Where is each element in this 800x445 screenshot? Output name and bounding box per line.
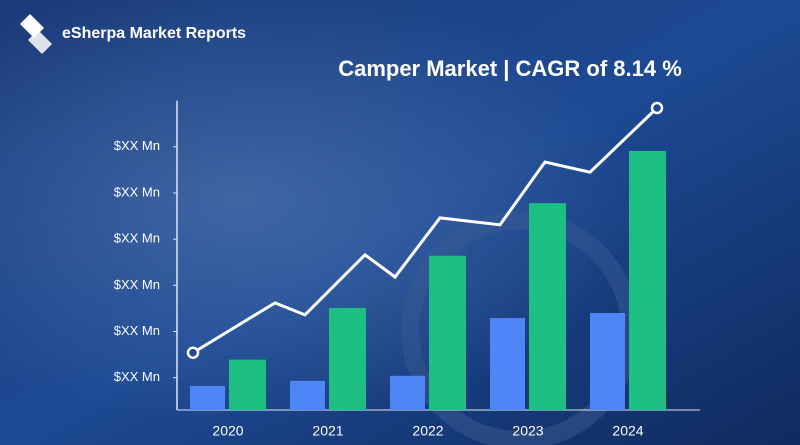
bar: [290, 380, 325, 410]
trend-endpoint: [650, 101, 664, 115]
chart-title: Camper Market | CAGR of 8.14 %: [338, 56, 682, 81]
brand: eSherpa Market Reports: [62, 25, 246, 42]
x-tick-label: 2021: [312, 423, 343, 439]
bar: [229, 359, 266, 410]
y-tick-label: $XX Mn: [114, 277, 160, 292]
bar: [329, 307, 366, 410]
bar: [429, 255, 466, 410]
bar: [390, 375, 425, 410]
x-tick-label: 2022: [412, 423, 443, 439]
x-tick-label: 2024: [612, 423, 643, 439]
x-tick-label: 2020: [212, 423, 243, 439]
trend-line: [192, 106, 659, 355]
y-tick-label: $XX Mn: [114, 369, 160, 384]
y-tick-label: $XX Mn: [114, 323, 160, 338]
bar: [590, 313, 625, 410]
y-tick-label: $XX Mn: [114, 138, 160, 153]
bar: [490, 318, 525, 410]
y-tick-label: $XX Mn: [114, 231, 160, 246]
y-tick-label: $XX Mn: [114, 184, 160, 199]
bar: [190, 385, 225, 410]
bar: [529, 203, 566, 410]
logo-icon: [20, 14, 52, 54]
bar: [629, 150, 666, 410]
trend-endpoint: [186, 346, 200, 359]
x-tick-label: 2023: [512, 423, 543, 439]
